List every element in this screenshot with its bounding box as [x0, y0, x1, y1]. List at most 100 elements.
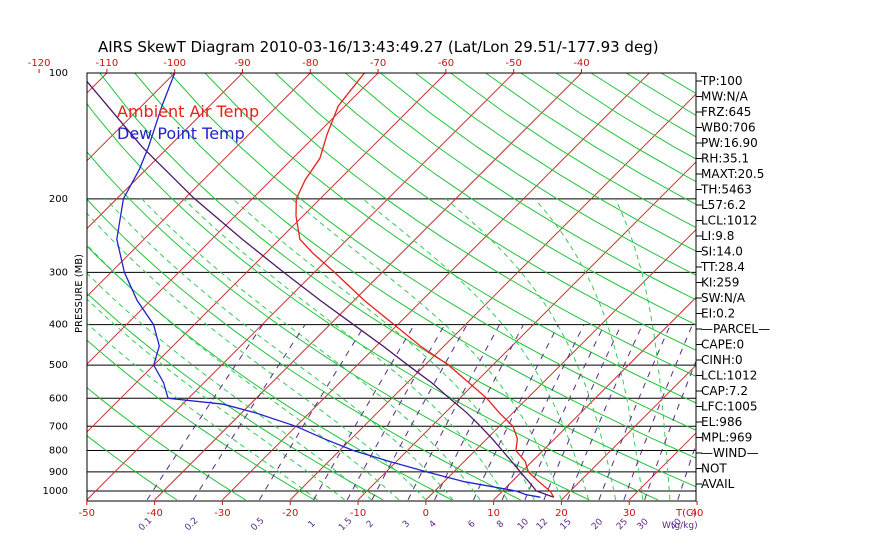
isotherm--120 [0, 73, 39, 500]
mixing-ratio-label-10: 10 [516, 517, 531, 532]
mixing-ratio-label-15: 30 [636, 517, 651, 532]
index-26: AVAIL [701, 477, 735, 491]
index-5: RH:35.1 [701, 152, 749, 166]
mixing-ratio-line-0 [146, 324, 264, 501]
top-tick-label-5: -70 [370, 58, 386, 69]
dry-adiabat-200 [660, 73, 696, 95]
isotherm--100 [87, 73, 176, 162]
mixing-ratio-label-1: 0.2 [183, 516, 200, 533]
index-14: SW:N/A [701, 291, 746, 305]
legend-ambient-air-temp: Ambient Air Temp [117, 102, 259, 121]
index-6: MAXT:20.5 [701, 167, 764, 181]
mixing-ratio-label-3: 1 [307, 519, 318, 530]
mixing-ratio-label-7: 4 [428, 519, 439, 530]
index-22: EL:986 [701, 415, 742, 429]
dry-adiabat-0 [87, 245, 453, 501]
background-lines [0, 73, 870, 501]
bottom-tick-label-2: -30 [214, 508, 230, 519]
top-tick-label-3: -90 [234, 58, 250, 69]
mixing-ratio-line-2 [258, 324, 366, 501]
mixing-ratio-label-13: 20 [590, 517, 605, 532]
isotherm--60 [87, 73, 447, 433]
y-axis-label: PRESSURE (MB) [74, 254, 85, 333]
isotherm-50 [765, 73, 870, 500]
bottom-tick-label-9: 40 [691, 508, 704, 519]
bottom-tick-label-5: 0 [423, 508, 429, 519]
pressure-tick-1000: 1000 [43, 486, 68, 497]
dry-adiabat-20 [87, 151, 590, 501]
pressure-tick-300: 300 [49, 267, 68, 278]
mixing-ratio-line-6 [407, 324, 500, 501]
chart-title: AIRS SkewT Diagram 2010-03-16/13:43:49.2… [98, 38, 659, 56]
temperature-line [295, 73, 555, 498]
moist-adiabat-4 [105, 198, 454, 501]
pressure-tick-200: 200 [49, 194, 68, 205]
moist-adiabat-24 [362, 198, 590, 501]
dry-adiabat-30 [87, 102, 659, 501]
mixing-ratio-line-12 [567, 324, 643, 501]
mixing-ratio-line-7 [434, 324, 524, 501]
mixing-ratio-line-8 [473, 324, 559, 501]
isotherm--50 [87, 73, 515, 501]
index-1: MW:N/A [701, 90, 749, 104]
dry-adiabat-80 [239, 73, 696, 377]
isotherm-20 [561, 364, 696, 501]
moist-adiabat-16 [232, 198, 535, 501]
moist-adiabat-36 [614, 198, 671, 500]
dry-adiabat-130 [415, 73, 696, 252]
plot-frame [86, 72, 697, 502]
mixing-ratio-line-13 [598, 324, 671, 501]
index-16: —PARCEL— [701, 322, 770, 336]
top-tick-label-7: -50 [506, 58, 522, 69]
moist-adiabat-20 [291, 198, 562, 501]
index-9: LCL:1012 [701, 214, 757, 228]
isotherm--110 [87, 73, 108, 94]
index-12: TT:28.4 [700, 260, 745, 274]
index-25: NOT [701, 462, 727, 476]
mixing-ratio-line-3 [313, 324, 415, 501]
moist-adiabat-28 [445, 198, 617, 501]
index-17: CAPE:0 [701, 338, 744, 352]
dry-adiabat-120 [380, 73, 696, 276]
bottom-tick-label-6: 10 [487, 508, 500, 519]
mixing-ratio-line-10 [524, 324, 605, 501]
dry-adiabat-50 [134, 73, 696, 459]
moist-adiabat-12 [183, 198, 508, 501]
top-tick-label-4: -80 [302, 58, 318, 69]
mixing-ratio-line-14 [623, 324, 693, 501]
dry-adiabat-140 [450, 73, 696, 229]
legend-dew-point-temp: Dew Point Temp [117, 124, 245, 143]
mixing-ratio-line-5 [371, 324, 468, 501]
mixing-ratio-label-5: 2 [365, 519, 376, 530]
index-21: LFC:1005 [701, 400, 758, 414]
pressure-tick-800: 800 [49, 445, 68, 456]
index-8: L57:6.2 [701, 198, 746, 212]
top-tick-label-1: -110 [96, 58, 119, 69]
moist-adiabat-8 [141, 198, 481, 501]
dry-adiabat-150 [485, 73, 696, 205]
dry-adiabat-70 [204, 73, 696, 404]
index-24: —WIND— [701, 446, 759, 460]
mixing-ratio-axis-label: W(g/kg) [662, 521, 698, 531]
dry-adiabat-90 [274, 73, 696, 351]
dry-adiabat-100 [309, 73, 696, 326]
isotherm--40 [154, 73, 582, 501]
mixing-ratio-line-9 [501, 324, 585, 501]
index-2: FRZ:645 [701, 105, 751, 119]
index-11: SI:14.0 [701, 245, 743, 259]
index-18: CINH:0 [701, 353, 743, 367]
bottom-tick-label-8: 30 [623, 508, 636, 519]
dry-adiabat-10 [87, 198, 521, 501]
profiles [87, 73, 555, 498]
index-23: MPL:969 [701, 431, 752, 445]
index-13: KI:259 [701, 276, 739, 290]
index-3: WB0:706 [701, 121, 756, 135]
moist-adiabat-32 [534, 198, 644, 500]
mixing-ratio-label-2: 0.5 [249, 516, 266, 533]
top-tick-label-6: -60 [438, 58, 454, 69]
mixing-ratio-line-4 [346, 324, 446, 501]
bottom-tick-label-3: -20 [282, 508, 298, 519]
isotherm--30 [222, 73, 650, 501]
